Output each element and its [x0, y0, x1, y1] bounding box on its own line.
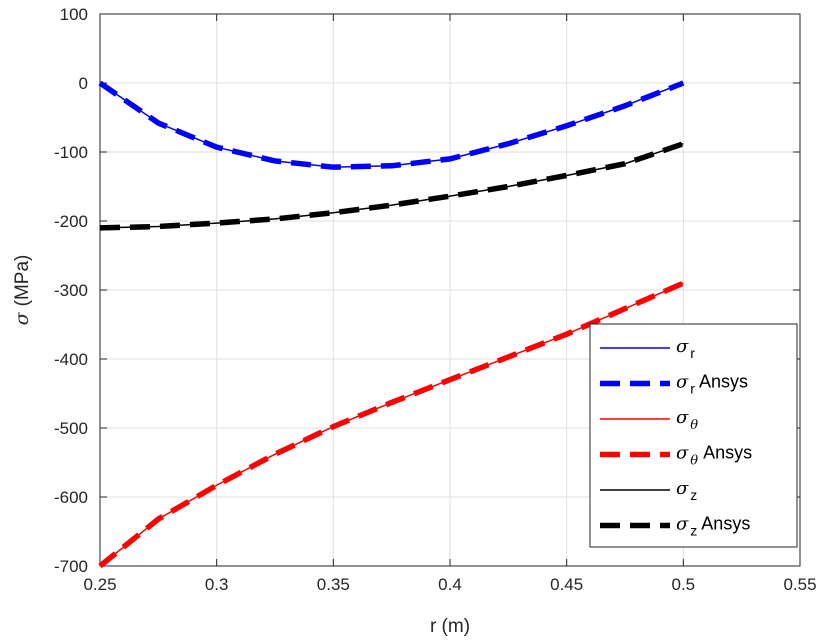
legend-suffix: Ansys — [698, 443, 752, 463]
legend-subscript: r — [690, 381, 695, 397]
legend-symbol: σ — [676, 478, 689, 499]
legend-subscript: θ — [690, 454, 698, 469]
x-tick-label: 0.35 — [317, 575, 350, 594]
y-tick-label: -200 — [54, 212, 88, 231]
legend-symbol: σ — [676, 443, 689, 464]
y-tick-label: -100 — [54, 143, 88, 162]
series-line-r — [99, 82, 684, 168]
legend-box — [589, 323, 798, 548]
y-tick-label: -400 — [54, 350, 88, 369]
y-tick-label: -700 — [54, 557, 88, 576]
x-tick-label: 0.3 — [205, 575, 229, 594]
legend-symbol: σ — [676, 514, 689, 535]
y-tick-label: -600 — [54, 488, 88, 507]
x-tick-label: 0.5 — [672, 575, 696, 594]
y-tick-label: 100 — [60, 5, 88, 24]
x-tick-label: 0.55 — [783, 575, 816, 594]
y-tick-label: -300 — [54, 281, 88, 300]
series-line-z-ansys — [99, 141, 685, 231]
y-tick-label: 0 — [79, 74, 88, 93]
y-tick-label: -500 — [54, 419, 88, 438]
legend-symbol: σ — [676, 372, 689, 393]
legend-symbol: σ — [676, 407, 689, 428]
legend-subscript: z — [690, 487, 697, 503]
legend-subscript: r — [690, 345, 695, 361]
series-line-r-ansys — [98, 80, 685, 170]
series-line-z — [99, 143, 684, 229]
y-axis-label-unit: (MPa) — [12, 255, 33, 307]
x-tick-label: 0.25 — [83, 575, 116, 594]
legend-suffix: Ansys — [697, 514, 750, 534]
y-axis-label-symbol: σ — [11, 311, 33, 325]
y-axis-label: σ (MPa) — [11, 255, 33, 326]
axis-ticks: 0.25 0.3 0.35 0.4 0.45 0.5 0.55 100 0 -100 -200 -30… — [54, 5, 817, 594]
x-tick-label: 0.4 — [438, 575, 462, 594]
legend-subscript: θ — [690, 418, 698, 433]
legend-subscript: z — [690, 523, 697, 539]
x-axis-label: r (m) — [430, 616, 470, 637]
legend-symbol: σ — [676, 336, 689, 357]
x-tick-label: 0.45 — [550, 575, 583, 594]
series-line-θ-ansys — [98, 280, 685, 569]
legend-suffix: Ansys — [695, 372, 748, 392]
series-layer — [98, 80, 685, 569]
